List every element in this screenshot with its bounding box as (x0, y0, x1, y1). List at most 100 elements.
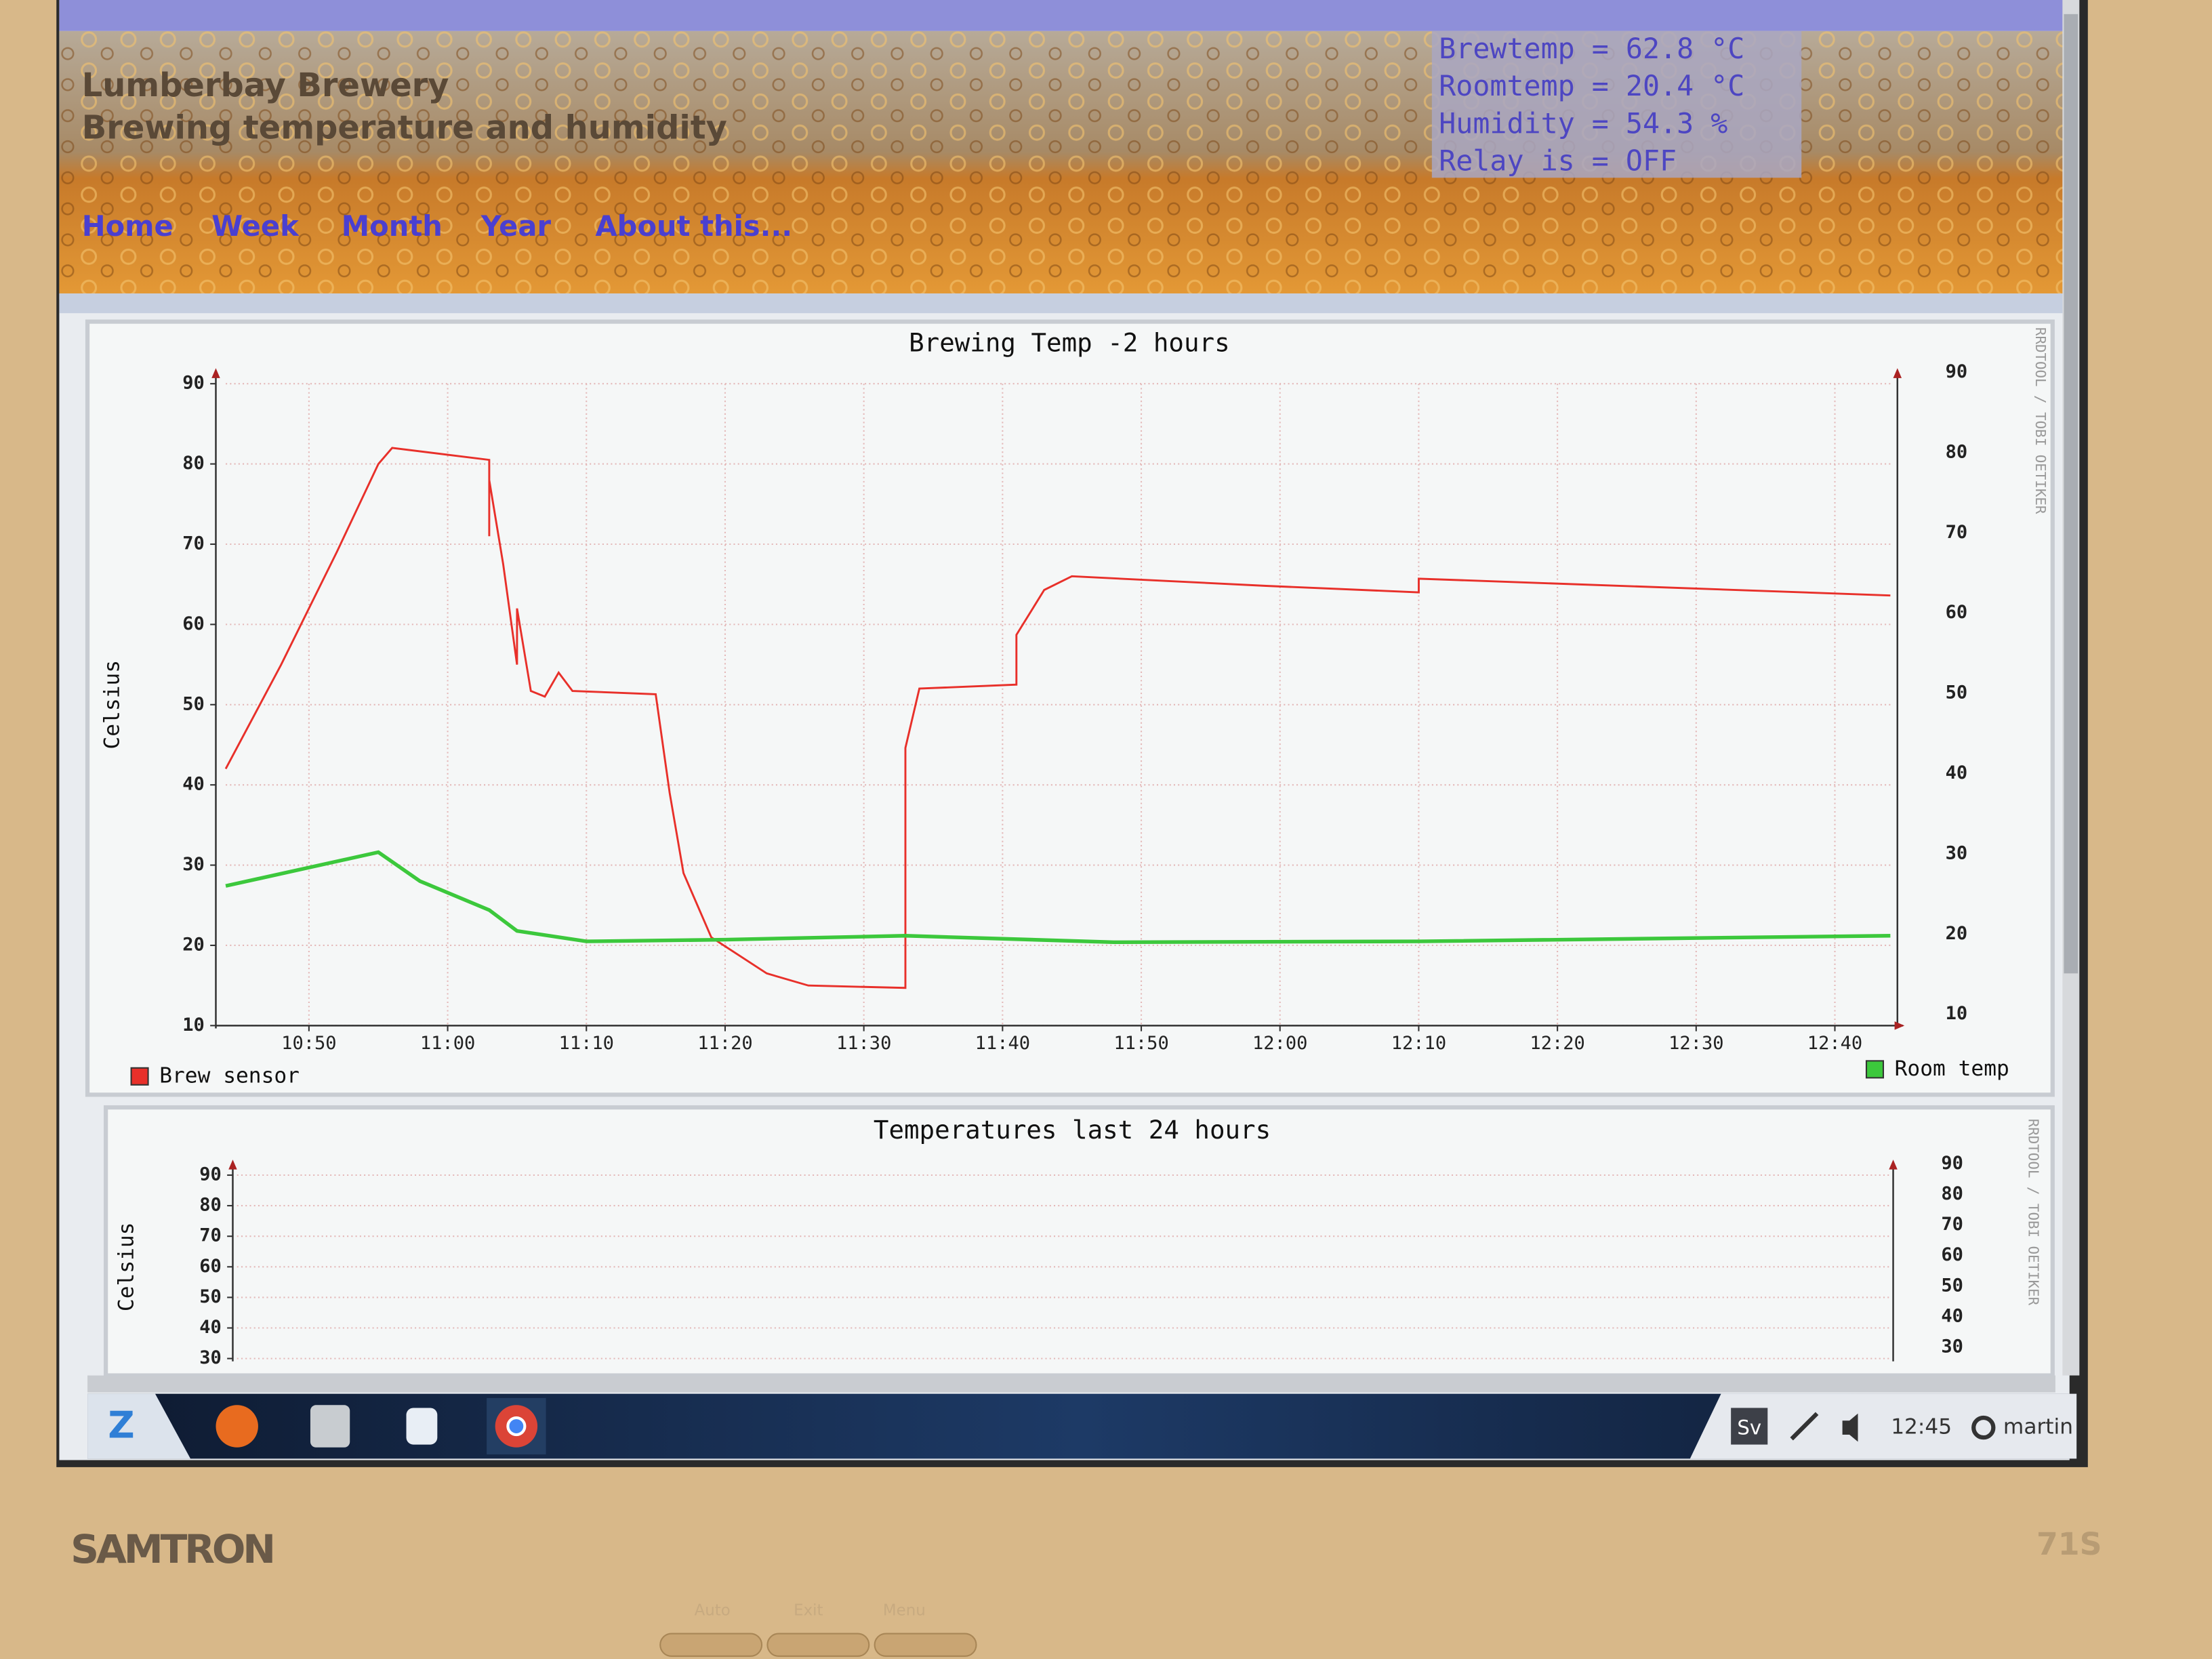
nav-link[interactable]: About this... (595, 209, 792, 243)
y2-tick-label: 40 (1941, 1305, 1963, 1326)
h-scrollbar[interactable] (87, 1375, 2055, 1393)
y-tick-label: 80 (199, 1195, 222, 1216)
y2-tick-label: 90 (1941, 1153, 1963, 1174)
y-tick-label: 80 (182, 453, 205, 474)
chart-title: Temperatures last 24 hours (874, 1115, 1271, 1145)
x-tick-label: 12:30 (1668, 1033, 1723, 1054)
legend-swatch (1865, 1060, 1885, 1079)
chart-panel (85, 319, 2055, 1097)
x-tick-label: 11:50 (1113, 1033, 1168, 1054)
start-button[interactable] (87, 1393, 191, 1459)
y-tick-label: 30 (182, 854, 205, 875)
chart-title: Brewing Temp -2 hours (909, 327, 1230, 357)
y2-tick-label: 10 (1946, 1003, 1968, 1024)
y2-tick-label: 70 (1946, 522, 1968, 543)
y-tick-label: 40 (182, 774, 205, 795)
y-axis-label: Celsius (114, 1223, 138, 1312)
clock[interactable]: 12:45 (1891, 1415, 1952, 1439)
y2-tick-label: 40 (1946, 762, 1968, 783)
series-line (224, 447, 1891, 989)
monitor-button[interactable] (874, 1633, 977, 1657)
volume-icon[interactable] (1842, 1413, 1858, 1442)
x-tick-label: 12:10 (1391, 1033, 1446, 1054)
x-tick-label: 11:30 (836, 1033, 891, 1054)
nav-link[interactable]: Home (82, 209, 173, 243)
status: Brewtemp = 62.8 °C Roomtemp = 20.4 °C Humi… (1439, 32, 1744, 177)
watermark: RRDTOOL / TOBI OETIKER (2032, 327, 2049, 514)
app-icon[interactable] (406, 1408, 438, 1445)
tray (1689, 1393, 2077, 1459)
monitor-buttons: Auto Exit Menu (659, 1602, 977, 1657)
watermark: RRDTOOL / TOBI OETIKER (2026, 1119, 2042, 1306)
x-tick-label: 12:20 (1530, 1033, 1584, 1054)
y2-tick-label: 50 (1941, 1275, 1963, 1296)
settings-icon[interactable] (1971, 1415, 1996, 1440)
files-icon[interactable] (310, 1405, 350, 1448)
y2-tick-label: 90 (1946, 361, 1968, 382)
nav: Home Week Month Year About this... (82, 209, 792, 243)
nav-link[interactable]: Year (480, 209, 552, 243)
y2-tick-label: 80 (1941, 1183, 1963, 1204)
status-line: Brewtemp = 62.8 °C (1439, 32, 1744, 65)
y-tick-label: 10 (182, 1015, 205, 1036)
y2-tick-label: 80 (1946, 441, 1968, 462)
site-title: Lumberbay Brewery (82, 67, 449, 104)
top-bar (59, 0, 2070, 31)
chrome-center (506, 1416, 527, 1437)
y-tick-label: 60 (182, 613, 205, 634)
x-tick-label: 11:10 (559, 1033, 614, 1054)
site-subtitle: Brewing temperature and humidity (82, 110, 727, 147)
y2-tick-label: 50 (1946, 682, 1968, 703)
y-tick-label: 90 (199, 1164, 222, 1185)
legend-label: Brew sensor (159, 1063, 300, 1088)
monitor-button[interactable] (659, 1633, 763, 1657)
nav-link[interactable]: Week (211, 209, 300, 243)
y-tick-label: 70 (199, 1225, 222, 1246)
y-arrow (211, 368, 220, 378)
model: 71S (2036, 1525, 2102, 1562)
pen-icon[interactable] (1790, 1412, 1819, 1441)
header-shadow (59, 293, 2070, 314)
start-logo[interactable]: Z (108, 1404, 134, 1446)
x-tick-label: 10:50 (281, 1033, 336, 1054)
status-line: Humidity = 54.3 % (1439, 106, 1727, 140)
y-tick-label: 90 (182, 373, 205, 394)
y-tick-label: 40 (199, 1317, 222, 1338)
y2-tick-label: 20 (1946, 923, 1968, 944)
y-tick-label: 20 (182, 934, 205, 955)
y-tick-label: 70 (182, 533, 205, 554)
lang[interactable]: Sv (1737, 1416, 1761, 1439)
legend-swatch (130, 1067, 149, 1086)
user[interactable]: martin (2003, 1415, 2073, 1439)
status-line: Roomtemp = 20.4 °C (1439, 69, 1744, 102)
brand: SAMTRON (70, 1526, 273, 1572)
y2-arrow (1889, 1160, 1898, 1170)
x-tick-label: 12:40 (1807, 1033, 1862, 1054)
status-line: Relay is = OFF (1439, 144, 1677, 177)
y2-tick-label: 30 (1946, 842, 1968, 863)
x-tick-label: 12:00 (1252, 1033, 1307, 1054)
monitor-button[interactable] (766, 1633, 870, 1657)
button-label: Exit (794, 1602, 823, 1620)
charts: Brewing Temp -2 hours Celsius RRDTOOL / TO… (100, 327, 2049, 1368)
y2-arrow (1893, 368, 1902, 378)
lang-box[interactable] (1731, 1408, 1768, 1445)
v-scroll-thumb[interactable] (2064, 14, 2078, 974)
nav-link[interactable]: Month (342, 209, 443, 243)
x-tick-label: 11:20 (697, 1033, 752, 1054)
firefox-icon[interactable] (216, 1405, 258, 1448)
button-label: Menu (883, 1602, 926, 1620)
button-label: Auto (695, 1602, 731, 1620)
y2-tick-label: 30 (1941, 1336, 1963, 1357)
y2-tick-label: 60 (1941, 1244, 1963, 1265)
y-tick-label: 50 (199, 1286, 222, 1307)
legend-label: Room temp (1895, 1057, 2009, 1081)
series-line (225, 850, 1891, 945)
y2-tick-label: 70 (1941, 1214, 1963, 1235)
x-arrow (1894, 1021, 1905, 1030)
chart-panel (104, 1105, 2055, 1378)
status-box (1431, 30, 1802, 178)
y-axis-label: Celsius (100, 660, 125, 750)
x-tick-label: 11:00 (420, 1033, 475, 1054)
